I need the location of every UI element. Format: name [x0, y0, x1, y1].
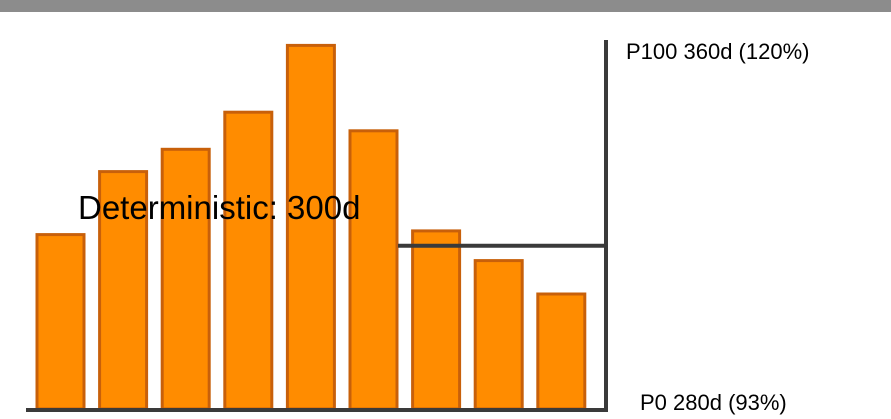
bar-2	[98, 170, 149, 411]
bar-4	[223, 110, 274, 411]
scale-bottom-label: P0 280d (93%)	[640, 390, 787, 415]
scale-top-label: P100 360d (120%)	[626, 39, 809, 64]
bar-6	[348, 129, 399, 411]
bar-9	[536, 292, 587, 411]
bar-5	[285, 43, 336, 411]
bar-7	[411, 229, 462, 411]
bar-8	[473, 259, 524, 411]
bar-1	[35, 233, 86, 411]
header-band	[0, 0, 891, 12]
deterministic-label: Deterministic: 300d	[78, 189, 360, 226]
bars-group	[35, 43, 587, 411]
